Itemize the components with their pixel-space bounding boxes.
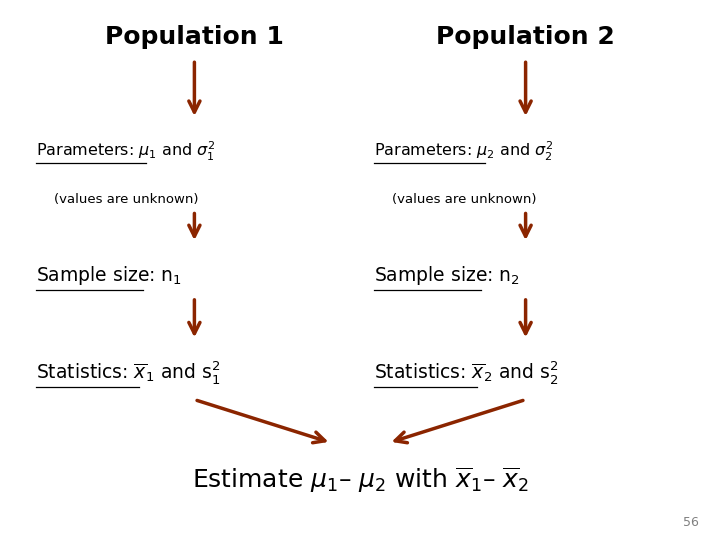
Text: Parameters: $\mu_1$ and $\sigma_1^2$: Parameters: $\mu_1$ and $\sigma_1^2$	[36, 140, 216, 163]
Text: Statistics: $\overline{x}_2$ and s$_2^2$: Statistics: $\overline{x}_2$ and s$_2^2$	[374, 359, 559, 386]
Text: Statistics: $\overline{x}_1$ and s$_1^2$: Statistics: $\overline{x}_1$ and s$_1^2$	[36, 359, 220, 386]
Text: (values are unknown): (values are unknown)	[54, 193, 199, 206]
Text: Population 1: Population 1	[105, 25, 284, 49]
Text: Parameters: $\mu_2$ and $\sigma_2^2$: Parameters: $\mu_2$ and $\sigma_2^2$	[374, 140, 554, 163]
Text: Sample size: n$_2$: Sample size: n$_2$	[374, 264, 521, 287]
Text: Estimate $\mu_1$– $\mu_2$ with $\overline{x}_1$– $\overline{x}_2$: Estimate $\mu_1$– $\mu_2$ with $\overlin…	[192, 466, 528, 495]
Text: 56: 56	[683, 516, 698, 529]
Text: (values are unknown): (values are unknown)	[392, 193, 537, 206]
Text: Population 2: Population 2	[436, 25, 615, 49]
Text: Sample size: n$_1$: Sample size: n$_1$	[36, 264, 182, 287]
